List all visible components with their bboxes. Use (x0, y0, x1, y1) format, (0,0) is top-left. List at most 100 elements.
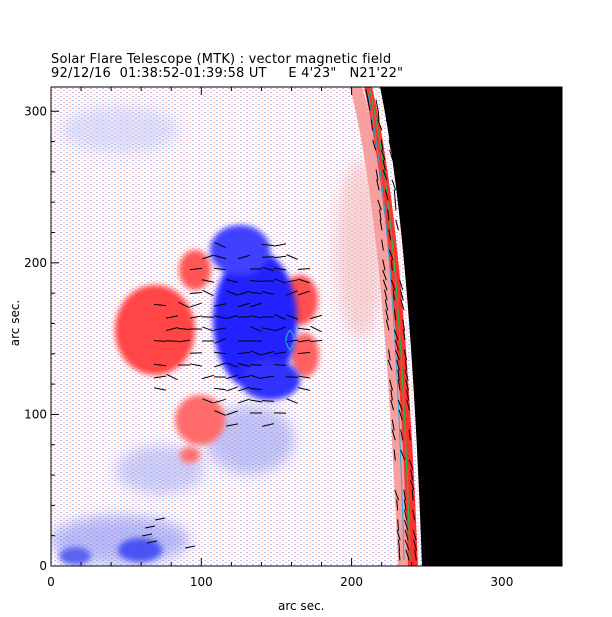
field-vector (262, 351, 274, 355)
field-vector (190, 302, 202, 308)
field-vector (385, 119, 390, 131)
field-vector (382, 269, 387, 281)
field-vector (379, 219, 383, 231)
field-vector (250, 374, 262, 380)
plot-subtitle: 92/12/16 01:38:52-01:39:58 UT E 4'23" N2… (51, 66, 404, 81)
field-vector (262, 327, 274, 331)
field-vector (405, 379, 409, 391)
field-vector (404, 529, 409, 541)
field-vector (153, 303, 167, 307)
field-vector (399, 289, 404, 301)
field-vector (190, 363, 202, 367)
field-vector (250, 350, 262, 356)
field-vector (402, 329, 406, 341)
field-vector (396, 499, 399, 511)
field-vector (226, 362, 238, 368)
field-vector (238, 290, 250, 296)
field-vector (398, 549, 401, 561)
off-limb-region (380, 87, 562, 566)
field-vector (391, 419, 395, 431)
field-vector (390, 389, 393, 401)
field-vector (385, 319, 390, 331)
axis-ticks (50, 87, 562, 567)
field-vector (403, 509, 408, 521)
field-vector (372, 139, 377, 151)
field-vector (202, 254, 214, 260)
field-vector (250, 302, 262, 308)
field-vector (390, 399, 395, 411)
field-vector (213, 327, 227, 331)
field-vector (298, 387, 310, 391)
field-vector (273, 364, 287, 366)
field-vector (387, 359, 393, 371)
field-vector (249, 364, 263, 366)
field-vector (238, 363, 250, 367)
field-vector (403, 349, 408, 361)
field-vector (214, 254, 226, 260)
field-vector (249, 279, 263, 283)
field-vector (408, 459, 414, 471)
field-vector (285, 376, 299, 378)
field-vector (391, 179, 397, 191)
field-vector (250, 326, 262, 332)
field-vector (261, 256, 275, 258)
field-vector (250, 315, 262, 319)
field-vector (286, 290, 298, 296)
field-vector (297, 327, 311, 331)
y-tick-label: 300 (24, 104, 47, 118)
field-vector (397, 399, 403, 411)
field-vector (381, 239, 384, 251)
field-vector (402, 319, 406, 331)
field-vector (213, 351, 227, 355)
field-vector (398, 539, 401, 551)
field-vector (226, 410, 238, 416)
field-vector (394, 199, 397, 211)
field-vector (142, 533, 152, 537)
field-vector (396, 529, 401, 541)
field-vector (393, 449, 396, 461)
field-vector (412, 509, 416, 521)
field-vector (394, 339, 399, 351)
field-vector (274, 314, 286, 320)
field-vector (382, 279, 388, 291)
field-vector (389, 149, 394, 161)
field-vector (377, 199, 382, 211)
field-vector (390, 259, 393, 271)
field-vector (166, 326, 178, 332)
field-vector (155, 517, 165, 521)
field-vector (202, 374, 214, 380)
field-vector (274, 278, 286, 284)
field-vector (388, 349, 391, 361)
field-vector (226, 279, 238, 283)
y-tick-label: 0 (39, 559, 47, 573)
field-vector (384, 189, 389, 201)
field-vector (395, 219, 399, 231)
field-vector (393, 189, 396, 201)
field-vector (406, 389, 410, 401)
field-vector (388, 249, 394, 261)
field-vector (404, 359, 408, 371)
field-vector (388, 139, 392, 151)
field-vector (214, 398, 226, 404)
field-vector (297, 375, 311, 379)
field-vector (214, 303, 226, 307)
field-vector (406, 399, 411, 411)
transverse-field-vectors (142, 89, 418, 561)
field-vector (403, 489, 407, 501)
field-vector (385, 309, 389, 321)
field-vector (382, 259, 386, 271)
field-vector (388, 229, 392, 241)
field-vector (382, 159, 386, 171)
tick-labels: 0 100 200 300 0 100 200 300 (24, 104, 513, 589)
field-vector (237, 375, 251, 379)
field-vector (410, 469, 414, 481)
field-vector (404, 519, 409, 531)
field-vector (411, 489, 414, 501)
field-vector (226, 423, 238, 427)
field-vector (414, 549, 417, 561)
field-vector (274, 351, 286, 355)
field-vector (297, 339, 311, 343)
field-vector (286, 314, 298, 320)
field-vector (404, 369, 409, 381)
